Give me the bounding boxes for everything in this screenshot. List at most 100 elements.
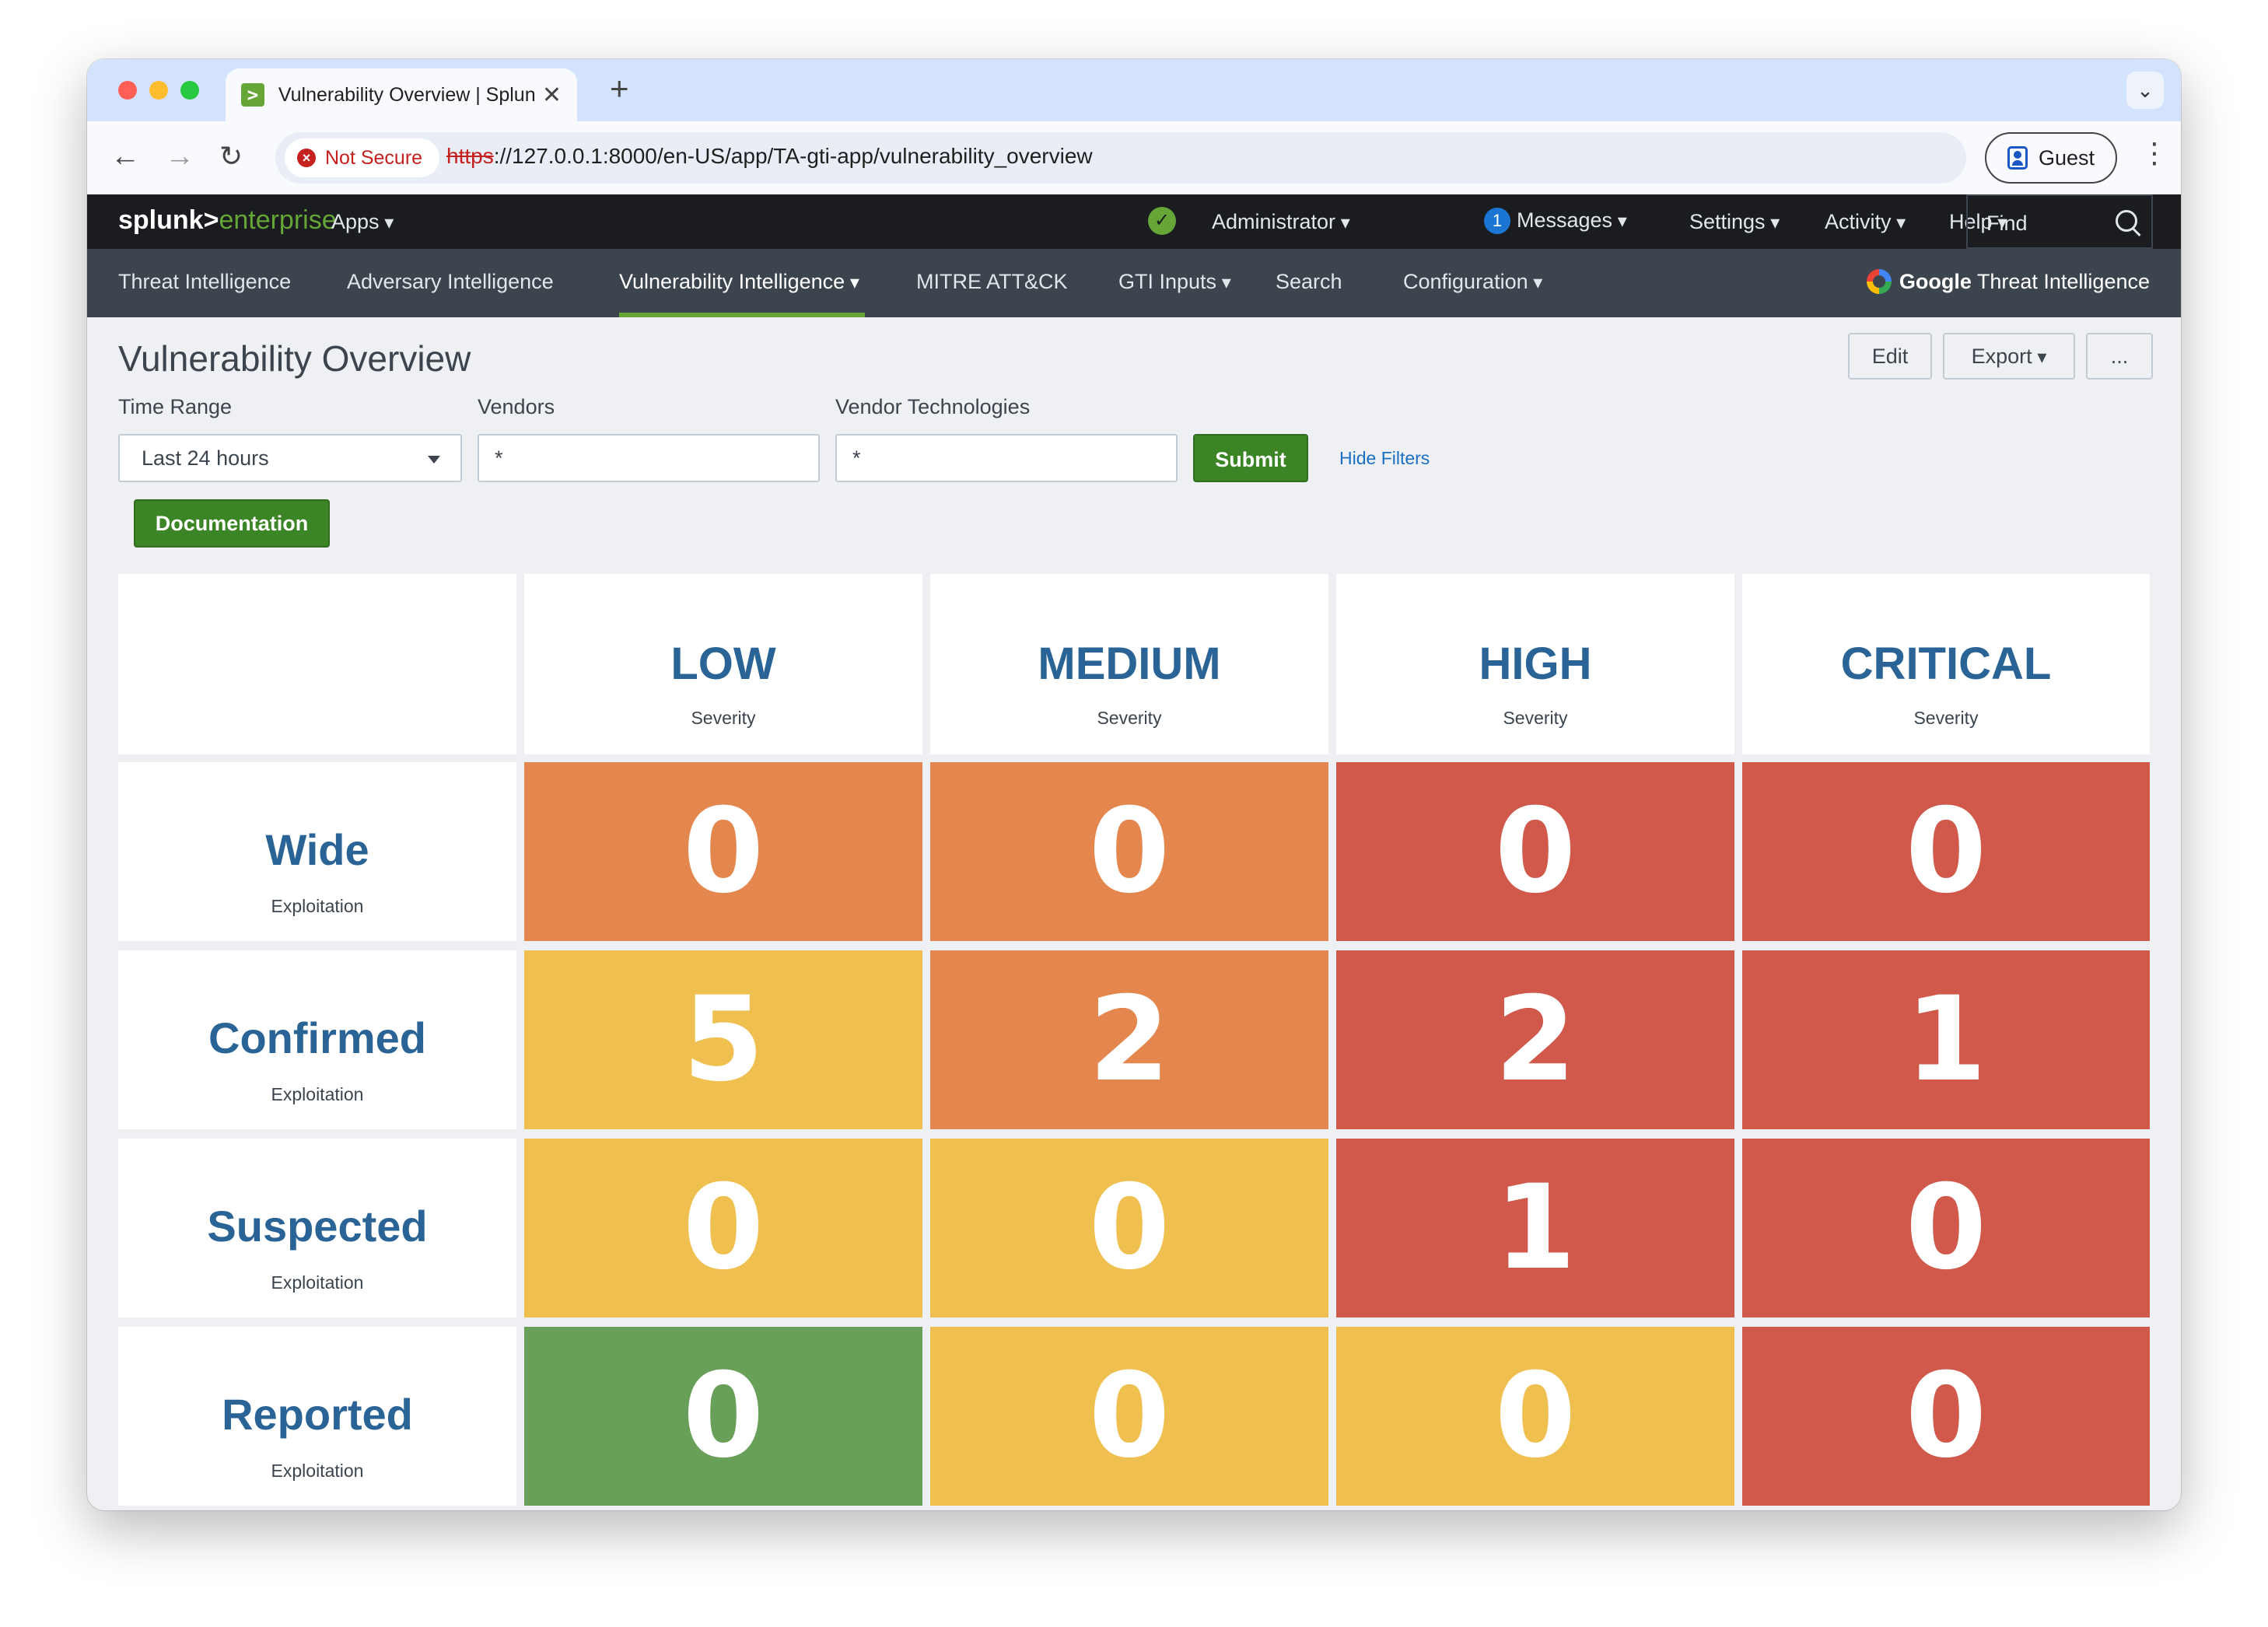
severity-subtitle: Severity [691,708,756,728]
matrix-cell-wide-medium[interactable]: 0 [930,762,1328,941]
messages-count-badge: 1 [1484,208,1510,234]
severity-title: LOW [670,639,776,689]
apps-menu[interactable]: Apps [331,210,394,234]
dropdown-caret-icon [428,456,440,464]
reload-icon[interactable]: ↻ [219,140,243,172]
exploitation-subtitle: Exploitation [271,1461,364,1481]
splunk-favicon-icon: > [241,83,264,107]
profile-icon [2007,146,2028,170]
matrix-cell-confirmed-medium[interactable]: 2 [930,950,1328,1129]
logo-primary: splunk> [118,205,219,235]
brand-text: Google Threat Intelligence [1899,270,2150,294]
nav-gti-inputs[interactable]: GTI Inputs [1118,270,1231,294]
user-menu[interactable]: Administrator [1212,210,1350,234]
nav-vulnerability-intelligence[interactable]: Vulnerability Intelligence [619,270,859,294]
severity-subtitle: Severity [1913,708,1979,728]
exploitation-subtitle: Exploitation [271,1272,364,1293]
matrix-cell-reported-high[interactable]: 0 [1336,1327,1734,1506]
warning-x-icon: × [297,149,316,167]
vendor-technologies-input[interactable]: * [835,434,1178,482]
matrix-cell-confirmed-critical[interactable]: 1 [1742,950,2150,1129]
matrix-cell-confirmed-low[interactable]: 5 [524,950,922,1129]
time-range-dropdown[interactable]: Last 24 hours [118,434,462,482]
severity-header-low: LOW Severity [524,574,922,754]
logo-secondary: enterprise [219,205,337,235]
tab-search-chevron-icon[interactable]: ⌄ [2126,72,2164,109]
export-button[interactable]: Export [1943,333,2075,380]
matrix-cell-wide-critical[interactable]: 0 [1742,762,2150,941]
vendors-input[interactable]: * [478,434,820,482]
submit-button[interactable]: Submit [1193,434,1308,482]
hide-filters-link[interactable]: Hide Filters [1339,448,1430,468]
severity-title: HIGH [1479,639,1592,689]
time-range-label: Time Range [118,395,233,418]
matrix-cell-reported-low[interactable]: 0 [524,1327,922,1506]
minimize-window-button[interactable] [149,81,168,100]
exploitation-title: Confirmed [208,1013,426,1062]
health-status-check-icon[interactable]: ✓ [1148,207,1176,235]
severity-header-critical: CRITICAL Severity [1742,574,2150,754]
messages-menu[interactable]: 1 Messages [1484,208,1627,234]
messages-label: Messages [1517,208,1627,232]
close-window-button[interactable] [118,81,137,100]
severity-subtitle: Severity [1097,708,1162,728]
splunk-header: splunk>enterprise Apps ✓ Administrator 1… [87,194,2181,249]
url-path: ://127.0.0.1:8000/en-US/app/TA-gti-app/v… [493,144,1093,168]
back-arrow-icon[interactable]: ← [110,140,140,173]
time-range-value: Last 24 hours [142,446,269,470]
matrix-cell-reported-medium[interactable]: 0 [930,1327,1328,1506]
browser-menu-icon[interactable]: ⋮ [2140,137,2168,169]
exploitation-label-suspected: Suspected Exploitation [118,1139,516,1317]
nav-mitre-attack[interactable]: MITRE ATT&CK [916,270,1068,293]
severity-subtitle: Severity [1503,708,1568,728]
browser-window: > Vulnerability Overview | Splunk ✕ + ⌄ … [87,59,2181,1510]
profile-button[interactable]: Guest [1985,132,2117,184]
settings-menu[interactable]: Settings [1689,210,1780,234]
vendor-technologies-label: Vendor Technologies [835,395,1031,418]
new-tab-button[interactable]: + [610,70,629,107]
app-navigation-bar: Threat Intelligence Adversary Intelligen… [87,249,2181,317]
activity-menu[interactable]: Activity [1825,210,1906,234]
exploitation-subtitle: Exploitation [271,1084,364,1104]
severity-header-medium: MEDIUM Severity [930,574,1328,754]
close-tab-icon[interactable]: ✕ [541,82,562,108]
nav-adversary-intelligence[interactable]: Adversary Intelligence [347,270,554,293]
matrix-cell-reported-critical[interactable]: 0 [1742,1327,2150,1506]
documentation-button[interactable]: Documentation [134,499,330,548]
matrix-cell-wide-low[interactable]: 0 [524,762,922,941]
splunk-logo[interactable]: splunk>enterprise [118,205,337,236]
security-chip[interactable]: × Not Secure [285,138,440,177]
google-threat-intelligence-brand: Google Threat Intelligence [1866,269,2150,294]
nav-search[interactable]: Search [1276,270,1342,293]
page-title: Vulnerability Overview [118,338,471,379]
matrix-cell-suspected-high[interactable]: 1 [1336,1139,1734,1317]
window-controls [118,81,199,100]
maximize-window-button[interactable] [180,81,199,100]
more-actions-button[interactable]: ... [2086,333,2153,380]
find-box[interactable]: Find [1966,194,2153,249]
severity-title: CRITICAL [1840,639,2052,689]
help-menu[interactable]: Help [1949,210,2007,234]
search-icon[interactable] [2116,210,2137,232]
edit-button[interactable]: Edit [1848,333,1932,380]
profile-label: Guest [2038,145,2095,170]
browser-tab[interactable]: > Vulnerability Overview | Splunk ✕ [226,68,577,121]
browser-toolbar: ← → ↻ × Not Secure https://127.0.0.1:800… [87,121,2181,194]
brand-bold: Google [1899,269,1972,293]
nav-configuration[interactable]: Configuration [1403,270,1542,294]
exploitation-label-reported: Reported Exploitation [118,1327,516,1506]
address-bar[interactable]: × Not Secure https://127.0.0.1:8000/en-U… [275,132,1966,184]
matrix-cell-suspected-critical[interactable]: 0 [1742,1139,2150,1317]
matrix-cell-wide-high[interactable]: 0 [1336,762,1734,941]
exploitation-label-wide: Wide Exploitation [118,762,516,941]
forward-arrow-icon[interactable]: → [165,140,194,173]
tab-title: Vulnerability Overview | Splunk [278,83,534,106]
matrix-cell-suspected-low[interactable]: 0 [524,1139,922,1317]
exploitation-title: Suspected [207,1202,428,1251]
url-text[interactable]: https://127.0.0.1:8000/en-US/app/TA-gti-… [446,144,1093,169]
tab-strip: > Vulnerability Overview | Splunk ✕ + ⌄ [87,59,2181,121]
url-scheme: https [446,144,494,168]
nav-threat-intelligence[interactable]: Threat Intelligence [118,270,292,293]
matrix-cell-confirmed-high[interactable]: 2 [1336,950,1734,1129]
matrix-cell-suspected-medium[interactable]: 0 [930,1139,1328,1317]
